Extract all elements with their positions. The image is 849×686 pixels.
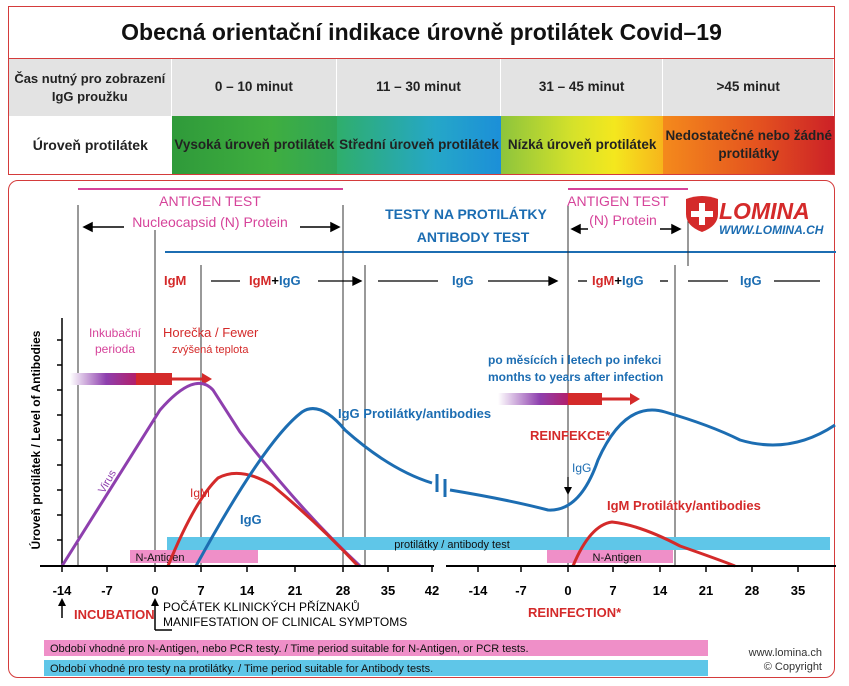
tick-label: 42 xyxy=(425,583,439,598)
logo-url: WWW.LOMINA.CH xyxy=(719,223,824,237)
fever-label: Horečka / Fewer xyxy=(163,325,259,340)
tick-label: 14 xyxy=(653,583,668,598)
y-axis-label: Úroveň protilátek / Level of Antibodies xyxy=(28,330,43,549)
igm-label: IgM xyxy=(190,486,210,500)
months-arrow-head xyxy=(630,393,640,405)
table-level-row: Úroveň protilátek Vysoká úroveň protilát… xyxy=(9,116,835,174)
incubation-label-b: perioda xyxy=(95,342,135,356)
n-antigen-label-1: N-Antigen xyxy=(136,552,185,564)
igm-curve-2 xyxy=(571,520,736,568)
tick-label: 14 xyxy=(240,583,255,598)
tick-label: 28 xyxy=(336,583,350,598)
fever-sub-label: zvýšená teplota xyxy=(172,344,249,356)
level-low: Nízká úroveň protilátek xyxy=(500,116,664,174)
incubation-up-arrow xyxy=(58,598,66,606)
antibody-test-bar-label: protilátky / antibody test xyxy=(394,539,510,551)
months-en: months to years after infection xyxy=(488,370,663,384)
phase-igm-igg-2: IgM+IgG xyxy=(592,273,644,288)
antigen2-arrows xyxy=(570,223,682,235)
igg-curve-1 xyxy=(194,407,433,567)
antigen2-title: ANTIGEN TEST xyxy=(567,193,669,209)
tick-label: 35 xyxy=(381,583,395,598)
incubation-bar xyxy=(70,373,136,385)
tick-label: 0 xyxy=(564,583,571,598)
antibody-title-cz: TESTY NA PROTILÁTKY xyxy=(385,206,547,222)
tick-label: -7 xyxy=(101,583,113,598)
level-insufficient: Nedostatečné nebo žádné protilátky xyxy=(663,116,835,174)
months-bar xyxy=(498,393,568,405)
table-header-time: Čas nutný pro zobrazení IgG proužku xyxy=(9,59,172,116)
level-medium: Střední úroveň protilátek xyxy=(337,116,501,174)
igm-curve-1 xyxy=(166,471,360,568)
igg-label-2: IgG xyxy=(572,461,591,475)
tick-label: 21 xyxy=(699,583,713,598)
symptoms-cz: POČÁTEK KLINICKÝCH PŘÍZNAKŮ xyxy=(163,599,360,614)
symptoms-up-arrow xyxy=(151,598,159,606)
table-header-45-plus: >45 minut xyxy=(663,59,835,116)
tick-label: 35 xyxy=(791,583,805,598)
tick-label: -14 xyxy=(53,583,73,598)
chart-panel xyxy=(8,180,835,678)
x-ticks xyxy=(61,566,799,572)
incubation-label-a: Inkubační xyxy=(89,326,142,340)
guide-lines xyxy=(77,205,689,566)
igg-label: IgG xyxy=(240,512,262,527)
tick-label: -14 xyxy=(469,583,489,598)
phase-igg-2: IgG xyxy=(740,273,762,288)
igm-antibodies-label: IgM Protilátky/antibodies xyxy=(607,498,761,513)
table-level-label: Úroveň protilátek xyxy=(9,116,172,174)
phase-igg: IgG xyxy=(452,273,474,288)
site-url: www.lomina.ch xyxy=(748,647,822,659)
reinfection-label: REINFECTION* xyxy=(528,605,622,620)
incubation-axis-label: INCUBATION xyxy=(74,607,155,622)
igg-curve-2 xyxy=(449,408,836,512)
lomina-logo: LOMINA WWW.LOMINA.CH xyxy=(686,196,824,237)
level-high: Vysoká úroveň protilátek xyxy=(171,116,338,174)
tick-label: 7 xyxy=(197,583,204,598)
n-antigen-bar-1 xyxy=(130,550,258,563)
reinfekce-label: REINFEKCE* xyxy=(530,428,611,443)
table-header-0-10: 0 – 10 minut xyxy=(171,59,338,116)
antibody-title-en: ANTIBODY TEST xyxy=(417,229,530,245)
legend-pink-text: Období vhodné pro N-Antigen, nebo PCR te… xyxy=(50,643,529,655)
legend-blue-bar xyxy=(44,660,708,676)
incubation-arrow-head xyxy=(202,373,212,385)
tick-label: 21 xyxy=(288,583,302,598)
igg-antibodies-label: IgG Protilátky/antibodies xyxy=(338,406,491,421)
antigen1-subtitle: Nucleocapsid (N) Protein xyxy=(132,214,288,230)
tick-label: 0 xyxy=(151,583,158,598)
y-ticks xyxy=(57,339,62,541)
tick-label: 7 xyxy=(609,583,616,598)
symptoms-en: MANIFESTATION OF CLINICAL SYMPTOMS xyxy=(163,615,407,629)
n-antigen-label-2: N-Antigen xyxy=(593,552,642,564)
logo-name: LOMINA xyxy=(719,198,810,224)
phase-igm-igg: IgM+IgG xyxy=(249,273,301,288)
antigen2-subtitle: (N) Protein xyxy=(589,212,657,228)
table-header-31-45: 31 – 45 minut xyxy=(500,59,664,116)
antigen1-arrows xyxy=(82,221,341,233)
legend-pink-bar xyxy=(44,640,708,656)
table-header-row: Čas nutný pro zobrazení IgG proužku 0 – … xyxy=(9,59,835,116)
phase-igm: IgM xyxy=(164,273,186,288)
page-title: Obecná orientační indikace úrovně protil… xyxy=(8,6,835,58)
copyright: © Copyright xyxy=(764,661,822,673)
legend-blue-text: Období vhodné pro testy na protilátky. /… xyxy=(50,663,433,675)
tick-label: 28 xyxy=(745,583,759,598)
months-cz: po měsících i letech po infekci xyxy=(488,353,661,367)
table-header-11-30: 11 – 30 minut xyxy=(337,59,501,116)
antigen1-title: ANTIGEN TEST xyxy=(159,193,261,209)
tick-label: -7 xyxy=(515,583,527,598)
indication-table: Čas nutný pro zobrazení IgG proužku 0 – … xyxy=(8,58,835,175)
